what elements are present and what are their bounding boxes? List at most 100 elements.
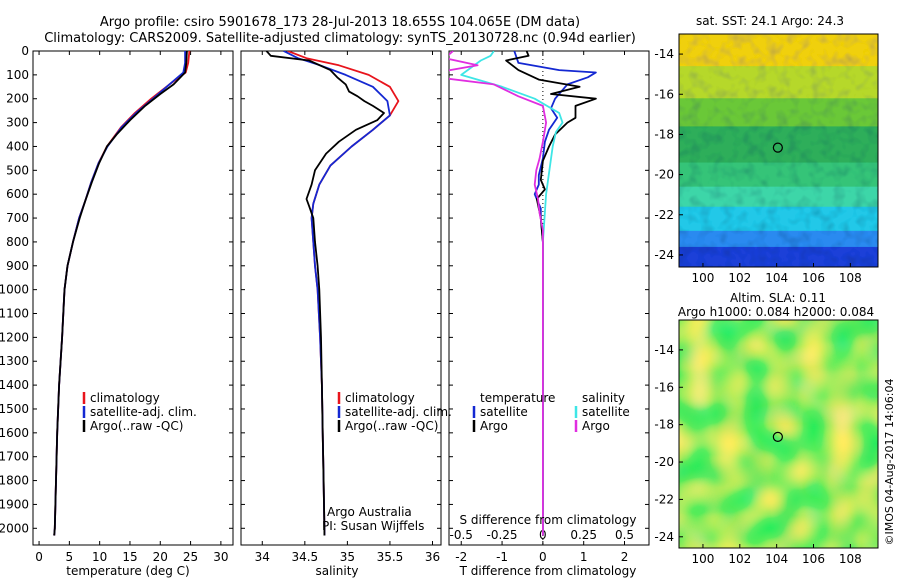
sst-band	[679, 66, 878, 100]
title-line-2: Climatology: CARS2009. Satellite-adjuste…	[44, 31, 636, 46]
x-tick-label: 100	[692, 271, 715, 285]
legend-label-sal-argo: Argo	[582, 419, 610, 433]
y-tick-label: 1000	[0, 283, 29, 297]
x-tick-label: 106	[802, 552, 825, 566]
series-line-argo-raw-qc-	[53, 51, 188, 536]
y-tick-label: 1900	[0, 497, 29, 511]
salinity-plot-frame	[240, 50, 442, 546]
salinity-legend: climatology satellite-adj. clim. Argo(..…	[337, 391, 452, 433]
x-tick-label: 35.5	[377, 550, 404, 564]
annotation-argo-australia: Argo Australia	[327, 505, 412, 519]
sla-map-title-line-2: Argo h1000: 0.084 h2000: 0.084	[678, 305, 874, 319]
x-tick-label: 34	[255, 550, 270, 564]
sst-map-title: sat. SST: 24.1 Argo: 24.3	[696, 14, 844, 28]
y-tick-label: -14	[654, 47, 674, 61]
series-line-salinity-argo	[449, 51, 547, 536]
legend-label-climatology: climatology	[345, 391, 415, 405]
sla-map-frame	[678, 319, 879, 549]
x-tick-label: 102	[728, 271, 751, 285]
x-tick-label: 10	[92, 550, 107, 564]
legend-title-temperature: temperature	[480, 391, 555, 405]
x-tick-label: 30	[213, 550, 228, 564]
y-tick-label: 1600	[0, 426, 29, 440]
temperature-plot-frame	[32, 50, 234, 546]
y-tick-label: 500	[6, 163, 29, 177]
salinity-x-axis-label: salinity	[315, 564, 358, 578]
series-line-satellite-adj-clim-	[283, 51, 391, 536]
legend-label-temp-satellite: satellite	[480, 405, 528, 419]
x-tick-label: 0	[35, 550, 43, 564]
sst-band	[679, 126, 878, 164]
sst-map-frame	[678, 33, 879, 268]
y-tick-label: 800	[6, 235, 29, 249]
x-tick-label: 35	[340, 550, 355, 564]
y-tick-label: -14	[654, 343, 674, 357]
y-tick-label: 1100	[0, 307, 29, 321]
y-tick-label: 700	[6, 211, 29, 225]
y-tick-label: -20	[654, 455, 674, 469]
sst-band	[679, 230, 878, 248]
y-tick-label: -16	[654, 380, 674, 394]
x-tick-label: 34.5	[291, 550, 318, 564]
sst-map-axes: 100 102 104 106 108 -14 -16 -18 -20 -22 -24	[654, 47, 861, 285]
series-line-temperature-argo	[505, 51, 597, 536]
s-tick-label: 0.25	[570, 528, 597, 542]
y-tick-label: 1400	[0, 378, 29, 392]
y-tick-label: 200	[6, 92, 29, 106]
salinity-panel: 34 34.5 35 35.5 36	[241, 50, 441, 564]
s-tick-label: 0.5	[615, 528, 634, 542]
s-difference-axis-label: S difference from climatology	[460, 513, 637, 527]
y-tick-label: 400	[6, 139, 29, 153]
x-tick-label: 1	[580, 550, 588, 564]
legend-label-satellite: satellite-adj. clim.	[345, 405, 452, 419]
legend-label-climatology: climatology	[90, 391, 160, 405]
argo-location-marker	[772, 431, 783, 442]
legend-title-salinity: salinity	[582, 391, 625, 405]
series-line-argo-raw-qc-	[265, 51, 385, 536]
x-tick-label: 106	[802, 271, 825, 285]
y-tick-label: -22	[654, 208, 674, 222]
temperature-legend: climatology satellite-adj. clim. Argo(..…	[82, 391, 197, 433]
x-tick-label: 100	[692, 552, 715, 566]
sla-map-axes: 100 102 104 106 108 -14 -16 -18 -20 -22 -24	[654, 343, 861, 566]
difference-plot-frame	[448, 50, 650, 546]
legend-label-argo: Argo(..raw -QC)	[90, 419, 183, 433]
t-difference-x-axis-label: T difference from climatology	[459, 564, 637, 578]
x-tick-label: 25	[183, 550, 198, 564]
x-tick-label: -2	[455, 550, 467, 564]
series-line-climatology	[287, 51, 400, 536]
legend-label-temp-argo: Argo	[480, 419, 508, 433]
y-tick-label: -16	[654, 87, 674, 101]
temperature-x-axis-label: temperature (deg C)	[66, 564, 189, 578]
annotation-pi: PI: Susan Wijffels	[322, 519, 424, 533]
imos-watermark: ©IMOS 04-Aug-2017 14:06:04	[883, 379, 896, 546]
series-line-satellite-adj-clim-	[53, 51, 187, 536]
y-tick-label: 1200	[0, 330, 29, 344]
x-tick-label: 15	[122, 550, 137, 564]
y-tick-label: 1500	[0, 402, 29, 416]
series-line-climatology	[53, 51, 191, 536]
sst-band	[679, 162, 878, 188]
series-group	[53, 51, 191, 536]
sla-field	[679, 320, 878, 548]
y-tick-label: 1700	[0, 450, 29, 464]
y-tick-label: -18	[654, 418, 674, 432]
series-group	[265, 51, 400, 536]
title-line-1: Argo profile: csiro 5901678_173 28-Jul-2…	[100, 15, 580, 30]
y-tick-label: 2000	[0, 521, 29, 535]
legend-label-argo: Argo(..raw -QC)	[345, 419, 438, 433]
s-tick-label: -0.5	[450, 528, 473, 542]
legend-label-satellite: satellite-adj. clim.	[90, 405, 197, 419]
sst-band	[679, 246, 878, 267]
y-tick-label: -22	[654, 492, 674, 506]
y-tick-label: -18	[654, 127, 674, 141]
y-tick-label: -24	[654, 530, 674, 544]
series-line-salinity-satellite	[460, 51, 564, 536]
series-group	[449, 51, 597, 536]
x-tick-label: 20	[153, 550, 168, 564]
series-line-temperature-satellite	[513, 51, 597, 536]
x-tick-label: 36	[425, 550, 440, 564]
